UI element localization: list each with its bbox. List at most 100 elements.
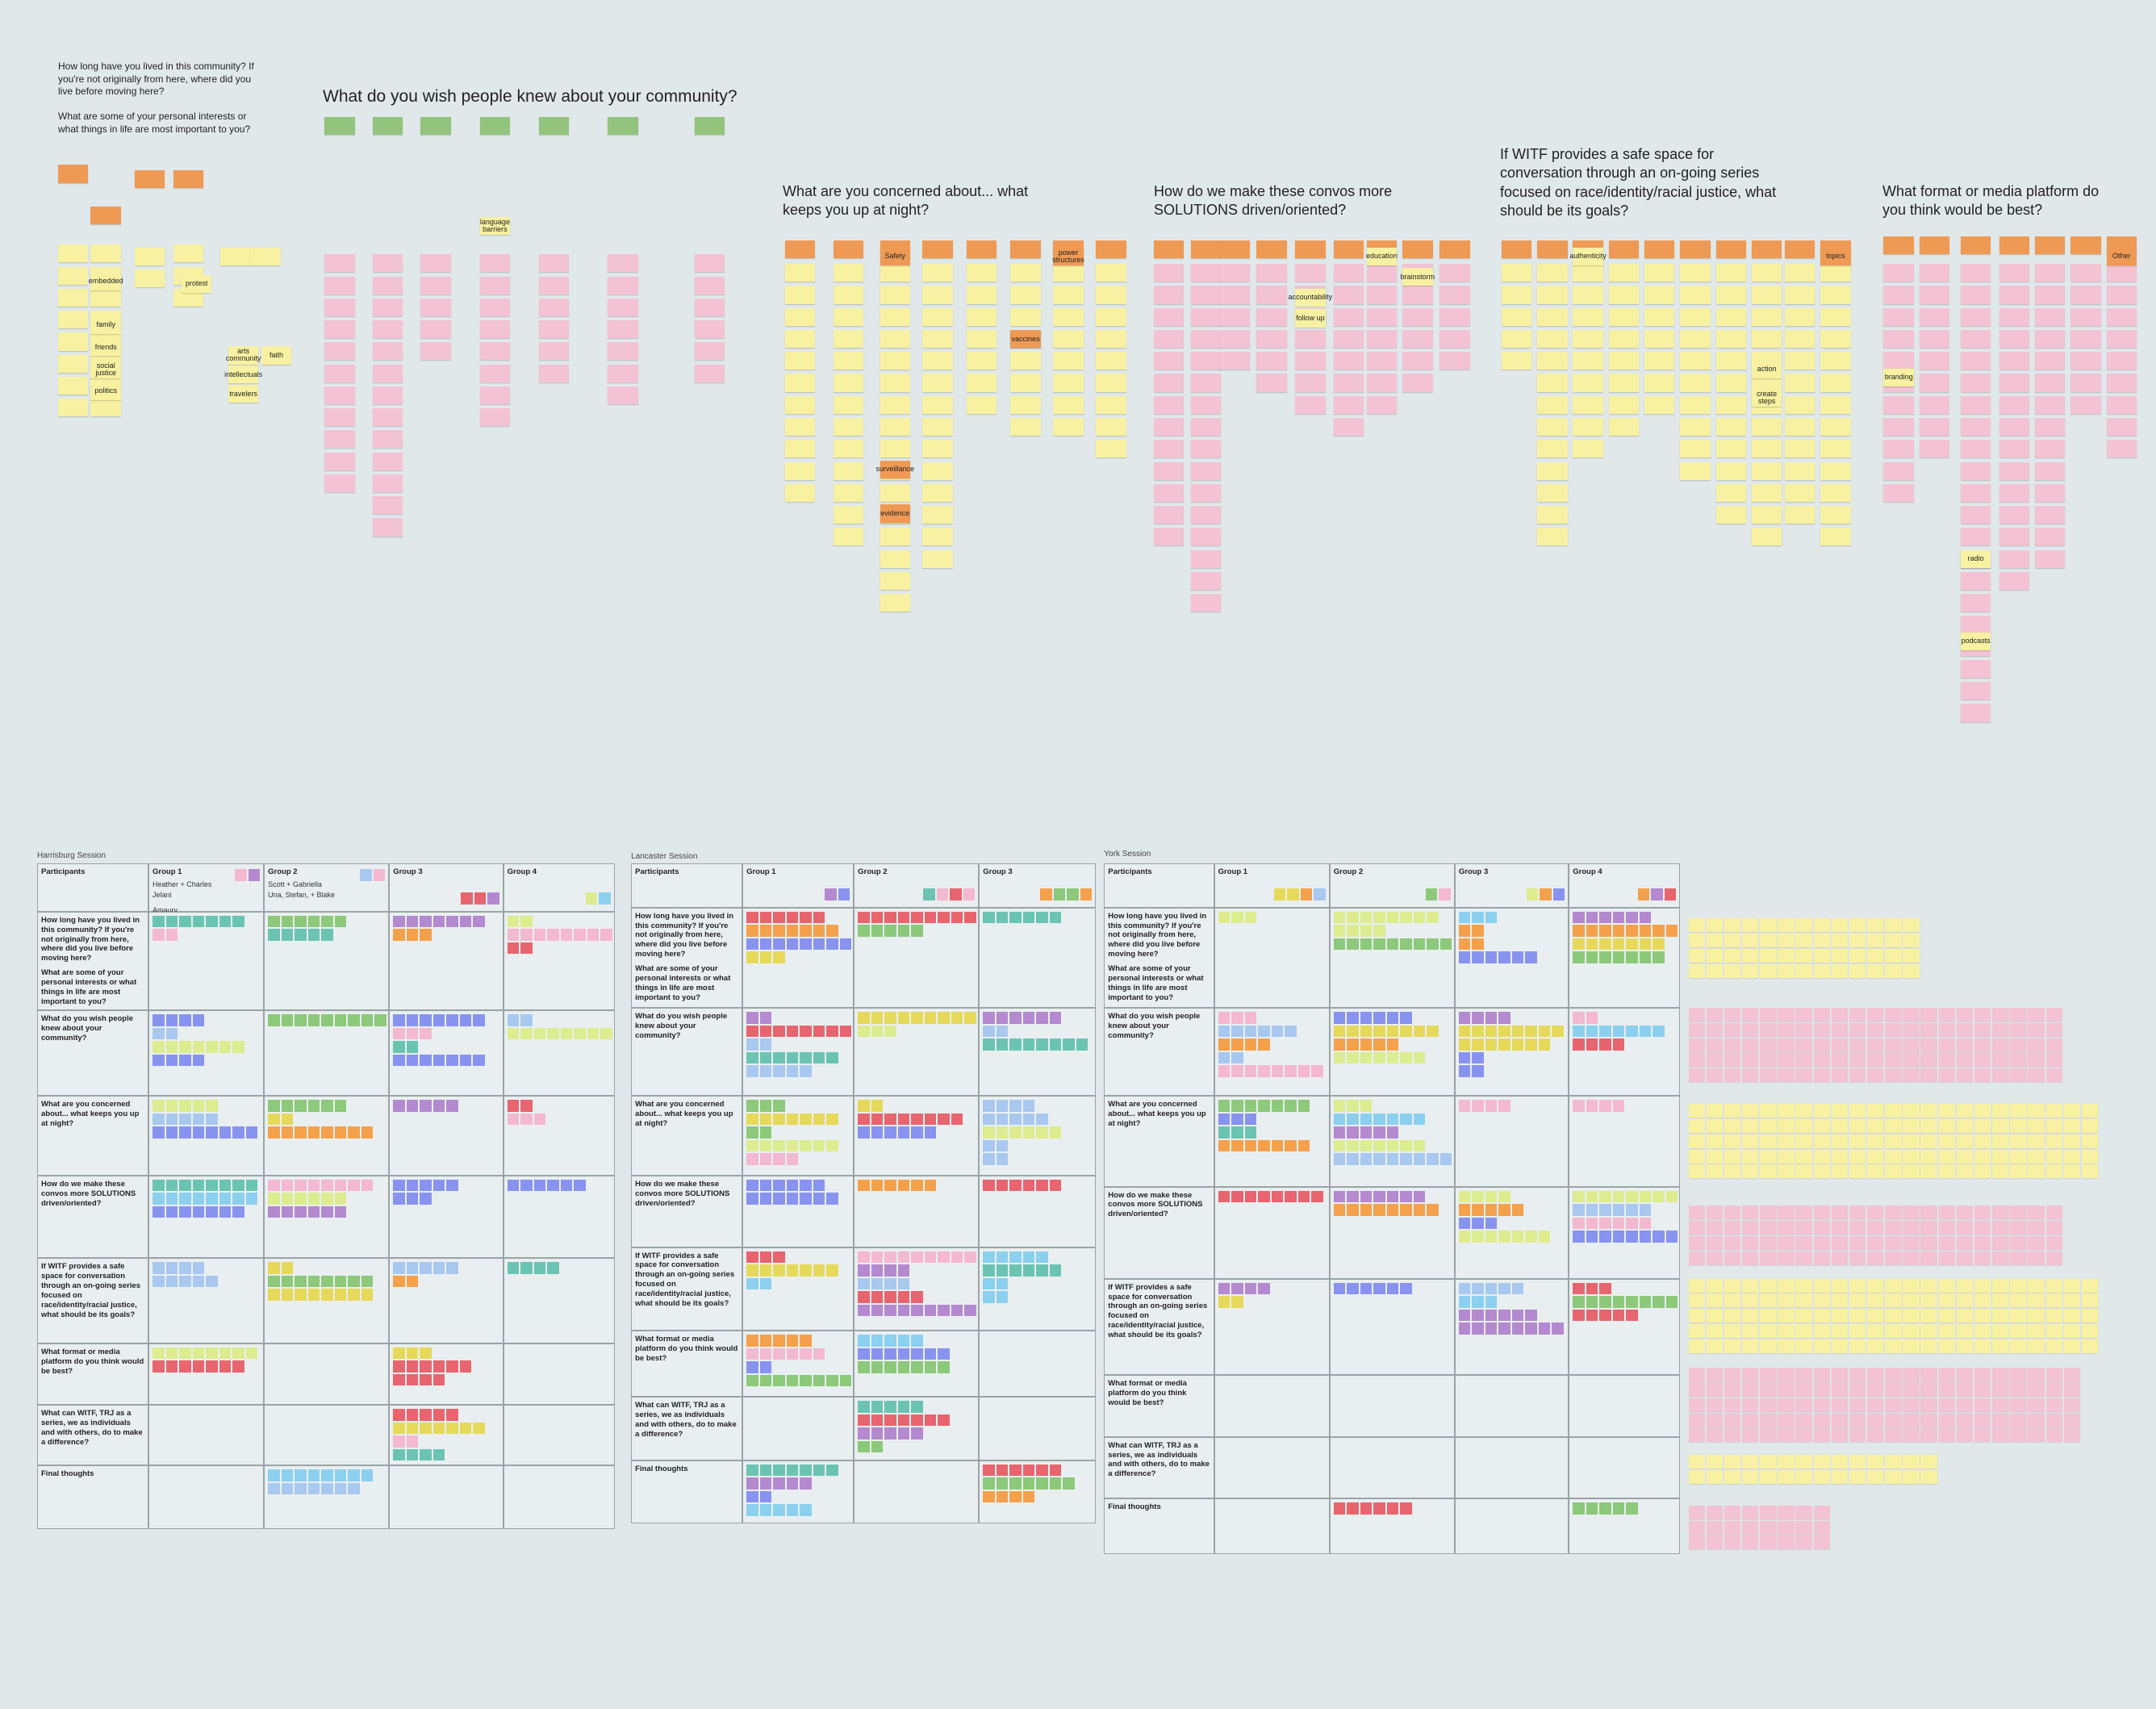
note-square — [1485, 1322, 1498, 1335]
note-square — [826, 1374, 838, 1387]
sticky-note — [1751, 329, 1782, 349]
sticky-note — [1813, 1536, 1830, 1550]
note-square — [1586, 1204, 1598, 1216]
sticky-note — [784, 352, 816, 370]
sticky-note — [1956, 1164, 1974, 1179]
note-square — [432, 1262, 445, 1274]
sticky-note — [1956, 1221, 1974, 1235]
sticky-note — [1956, 1053, 1974, 1068]
note-square — [996, 1179, 1009, 1192]
note-square — [871, 1304, 884, 1317]
sticky-note — [1795, 1323, 1812, 1338]
sticky-note — [2034, 264, 2066, 282]
note-square — [1333, 1051, 1346, 1064]
note-square — [245, 1126, 258, 1139]
sticky-note — [880, 307, 911, 326]
sticky-note — [1831, 1413, 1849, 1427]
note-square — [165, 1179, 178, 1192]
note-square — [446, 1179, 458, 1192]
sticky-note — [1992, 1323, 2009, 1338]
note-square — [348, 1289, 360, 1301]
sticky-note — [1867, 1309, 1884, 1323]
note-square — [1400, 1502, 1412, 1515]
note-square — [1360, 938, 1373, 951]
sticky-note — [1706, 963, 1724, 978]
sticky-note — [2063, 1339, 2081, 1353]
sticky-note — [2010, 1022, 2027, 1037]
sticky-note — [1190, 307, 1222, 326]
sticky-note — [2010, 1104, 2027, 1118]
note-square — [153, 1027, 165, 1040]
sticky-note — [1706, 934, 1724, 948]
note-square — [911, 925, 923, 937]
note-square — [1333, 1190, 1346, 1203]
sticky-note — [1960, 374, 1991, 392]
sticky-note — [2045, 1278, 2062, 1293]
sticky-note — [1439, 352, 1470, 370]
legend-square — [1040, 888, 1052, 900]
note-square — [813, 1113, 825, 1126]
sticky-note — [1938, 1368, 1956, 1382]
sticky-note — [1053, 374, 1084, 392]
note-square — [1285, 1025, 1297, 1038]
note-square — [1498, 1038, 1510, 1051]
note-square — [800, 1051, 812, 1064]
sticky-note — [1831, 1022, 1849, 1037]
sticky-note — [1706, 918, 1724, 933]
note-square — [826, 938, 838, 951]
sticky-note — [1706, 1339, 1724, 1353]
note-square — [773, 1374, 785, 1387]
sticky-note — [608, 298, 638, 316]
note-square — [911, 1179, 923, 1192]
note-square — [983, 1012, 995, 1024]
sticky-note — [1992, 1221, 2009, 1235]
sticky-note — [2063, 1323, 2081, 1338]
sticky-note — [784, 483, 816, 502]
sticky-note — [1956, 1323, 1974, 1338]
note-square — [232, 915, 244, 928]
note-square — [1333, 1012, 1346, 1024]
note-square — [281, 1482, 294, 1495]
sticky-note — [1644, 395, 1675, 414]
legend-square — [1526, 888, 1539, 900]
note-square — [507, 1262, 520, 1274]
note-square — [165, 915, 178, 928]
sticky-note — [1920, 1398, 1937, 1412]
sticky-note — [1256, 307, 1287, 326]
row-label: How long have you lived in this communit… — [635, 911, 734, 959]
note-square — [813, 1374, 825, 1387]
sticky-label: create steps — [1751, 389, 1782, 407]
sticky-note — [1778, 934, 1795, 948]
sticky-note — [1724, 1339, 1741, 1353]
note-square — [1218, 1012, 1231, 1024]
note-square — [1022, 1490, 1035, 1503]
sticky-note — [1849, 1038, 1866, 1052]
note-square — [746, 925, 758, 937]
sticky-note — [1741, 963, 1759, 978]
sticky-note — [1920, 1454, 1937, 1469]
table-cell — [389, 1175, 503, 1259]
sticky-note — [833, 395, 864, 414]
sticky-note — [1688, 1235, 1705, 1250]
sticky-note — [1715, 374, 1747, 392]
note-square — [1049, 1477, 1062, 1490]
legend-square — [235, 869, 247, 881]
note-square — [334, 915, 347, 928]
sticky-note — [2034, 286, 2066, 304]
note-square — [813, 911, 825, 924]
note-square — [759, 1113, 772, 1126]
sticky-note — [1920, 1368, 1937, 1382]
note-square — [153, 1360, 165, 1373]
note-square — [1472, 1190, 1484, 1203]
note-square — [996, 1113, 1009, 1126]
note-square — [938, 1414, 950, 1427]
note-square — [507, 1113, 520, 1126]
note-square — [406, 1275, 419, 1288]
sticky-note — [1190, 571, 1222, 590]
sticky-note — [1795, 1368, 1812, 1382]
note-square — [1573, 1217, 1585, 1230]
sticky-note — [784, 440, 816, 458]
sticky-note — [1715, 440, 1747, 458]
note-square — [232, 1179, 244, 1192]
note-square — [800, 1374, 812, 1387]
